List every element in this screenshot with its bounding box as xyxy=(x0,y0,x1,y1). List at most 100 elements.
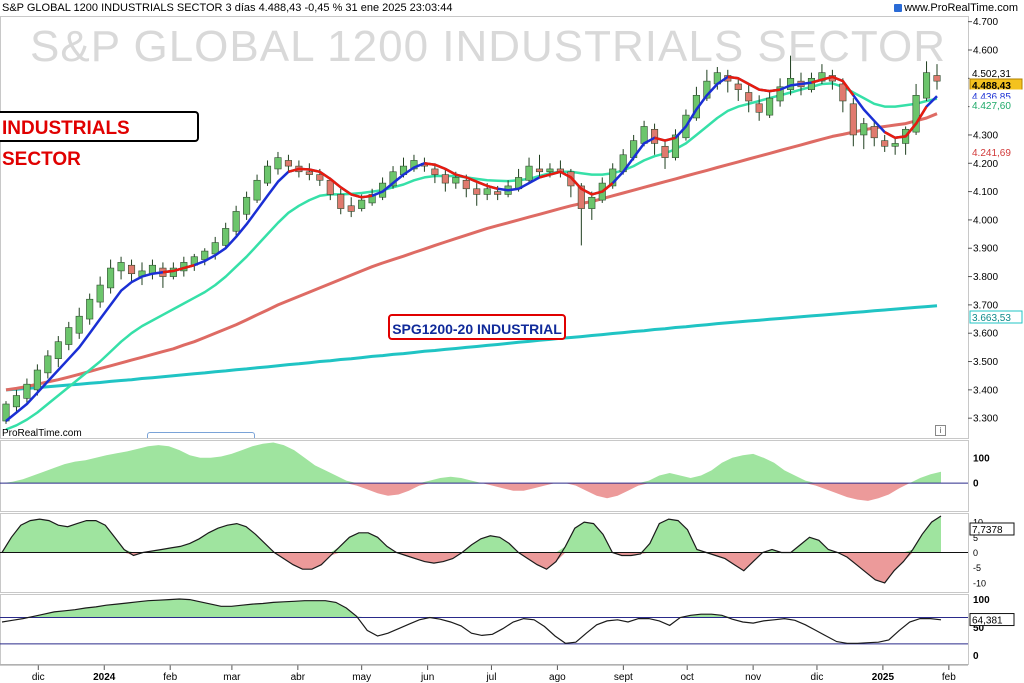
x-tick-label: jun xyxy=(420,672,434,683)
candle-body xyxy=(651,128,659,144)
oscillator-2-tick-label: 5 xyxy=(973,533,978,543)
price-tick-label: 3.500 xyxy=(973,357,998,368)
candle-body xyxy=(755,103,763,113)
x-tick-label: abr xyxy=(291,672,306,683)
x-tick-label: dic xyxy=(32,672,45,683)
header-title: S&P GLOBAL 1200 INDUSTRIALS SECTOR 3 día… xyxy=(2,2,453,14)
candle-body xyxy=(243,196,251,215)
oscillator-3-current-box xyxy=(969,613,1015,627)
price-tick-label: 4.700 xyxy=(973,17,998,28)
brand-text: www.ProRealTime.com xyxy=(904,2,1018,14)
x-tick-label: jul xyxy=(485,672,496,683)
price-tick-label: 4.200 xyxy=(973,159,998,170)
x-tick-label: sept xyxy=(614,672,633,683)
candle-body xyxy=(849,103,857,136)
x-tick-label: feb xyxy=(942,672,956,683)
candle-body xyxy=(96,284,104,303)
price-tick-label: 3.800 xyxy=(973,272,998,283)
panel-frame-o1 xyxy=(0,440,969,512)
candle-body xyxy=(525,165,533,181)
candle-body xyxy=(2,403,10,422)
candle-body xyxy=(54,341,62,359)
candle-body xyxy=(870,126,878,139)
x-tick-label: 2025 xyxy=(872,672,895,683)
candle-body xyxy=(494,191,502,195)
candle-body xyxy=(462,179,470,190)
candle-body xyxy=(337,194,345,209)
brand-link[interactable]: www.ProRealTime.com xyxy=(894,2,1018,14)
price-tag-box xyxy=(969,98,1023,112)
candle-body xyxy=(933,75,941,82)
oscillator-2-tick-label: 0 xyxy=(973,548,978,558)
price-tag-label: 3.663,53 xyxy=(972,313,1011,324)
ma-fast-down-segment xyxy=(424,162,499,191)
candle-body xyxy=(263,165,272,184)
candle-body xyxy=(776,86,784,102)
price-tick-label: 3.300 xyxy=(973,414,998,425)
candle-body xyxy=(201,250,209,260)
oscillator-3-tick-label: 0 xyxy=(973,651,979,662)
candle-body xyxy=(745,92,753,102)
candle-body xyxy=(284,160,292,167)
oscillator-1-tick-label: 100 xyxy=(973,453,990,464)
candle-body xyxy=(316,174,324,181)
ma-fast-down-segment xyxy=(539,170,614,196)
candle-body xyxy=(368,194,376,204)
ma-fast-down-segment xyxy=(288,167,373,199)
price-tag-box xyxy=(969,145,1023,159)
candle-body xyxy=(671,134,680,158)
ma-fast-down-segment xyxy=(654,136,676,142)
oscillator-1-tick-label: 0 xyxy=(973,479,979,490)
candle-body xyxy=(577,185,585,209)
price-tick-label: 3.900 xyxy=(973,244,998,255)
oscillator-2-tick-label: -5 xyxy=(973,563,981,573)
candle-body xyxy=(734,83,742,90)
candle-body xyxy=(211,242,219,255)
candle-body xyxy=(588,196,596,209)
candle-body xyxy=(117,262,125,272)
spg-label-box: SPG1200-20 INDUSTRIAL xyxy=(388,314,566,340)
ma-fast-down-segment xyxy=(162,263,195,274)
ma-fast-down-segment xyxy=(811,75,855,97)
price-tag-label: 4.488,43 xyxy=(972,81,1011,92)
price-tag-label: 4.241,69 xyxy=(972,148,1011,159)
candle-body xyxy=(452,177,460,184)
candle-body xyxy=(305,171,313,175)
price-tag-box xyxy=(969,310,1023,324)
price-tick-label: 4.000 xyxy=(973,215,998,226)
candle-body xyxy=(86,298,94,320)
price-tick-label: 3.600 xyxy=(973,329,998,340)
candle-body xyxy=(107,267,115,289)
ma-slow-line xyxy=(5,112,938,392)
x-tick-label: dic xyxy=(811,672,824,683)
ma-long-line xyxy=(5,304,938,392)
price-tick-label: 3.400 xyxy=(973,385,998,396)
scroll-tab-handle[interactable] xyxy=(147,432,255,438)
price-tick-label: 4.100 xyxy=(973,187,998,198)
candle-body xyxy=(65,327,73,345)
oscillator-2-current-label: 7,7378 xyxy=(972,525,1003,536)
candle-body xyxy=(75,315,83,334)
prorealtime-footer: ProRealTime.com xyxy=(2,428,82,439)
candle-body xyxy=(818,72,826,82)
candle-body xyxy=(274,157,282,170)
info-icon[interactable]: i xyxy=(935,425,946,436)
price-tag-label: 4.502,31 xyxy=(972,69,1011,80)
x-tick-label: oct xyxy=(681,672,695,683)
x-tick-label: mar xyxy=(223,672,241,683)
candle-body xyxy=(23,383,31,399)
price-tick-label: 3.700 xyxy=(973,300,998,311)
candle-body xyxy=(358,199,366,209)
panel-frame-price xyxy=(0,16,969,439)
x-tick-label: may xyxy=(352,672,371,683)
candle-body xyxy=(891,143,899,147)
oscillator-3-tick-label: 100 xyxy=(973,595,990,606)
candle-body xyxy=(222,228,230,246)
ma-fast-down-segment xyxy=(727,75,781,93)
oscillator-3-overbought-area xyxy=(2,599,941,618)
candle-body xyxy=(546,168,554,173)
candle-body xyxy=(609,168,617,187)
oscillator-1-negative-area xyxy=(2,483,941,501)
